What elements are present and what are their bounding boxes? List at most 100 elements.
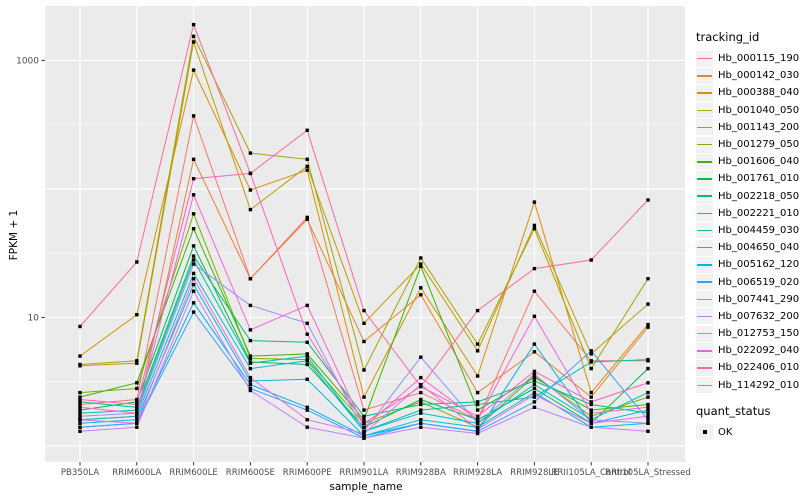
data-point (78, 402, 82, 407)
data-point (419, 384, 423, 389)
data-point (135, 411, 139, 415)
legend-item-label: Hb_001761_010 (718, 173, 800, 185)
y-tick-label: 10 (28, 313, 40, 323)
data-point (191, 193, 196, 197)
data-point (305, 405, 309, 409)
data-point (589, 366, 593, 371)
data-point (135, 400, 139, 404)
legend-item-label: Hb_007632_200 (718, 310, 800, 322)
data-point (589, 395, 593, 399)
data-point (362, 431, 366, 436)
data-point (135, 386, 139, 391)
data-point (135, 381, 139, 385)
data-point (362, 434, 366, 438)
data-point (646, 390, 650, 395)
data-point (589, 411, 593, 415)
legend-items-quant-status: OK (696, 424, 800, 441)
data-point (78, 414, 82, 418)
data-point (362, 429, 366, 433)
legend-title-tracking-id: tracking_id (696, 30, 760, 44)
data-point (362, 436, 366, 440)
data-point (248, 361, 253, 365)
data-point (305, 168, 309, 172)
data-point (475, 308, 480, 313)
data-point (646, 366, 650, 371)
legend-item-Hb_001040_050: Hb_001040_050 (696, 102, 800, 119)
data-point (191, 244, 196, 248)
data-point (362, 408, 366, 412)
data-point (475, 400, 480, 404)
data-point (589, 352, 593, 356)
legend-line-key-icon (696, 153, 713, 170)
data-point (532, 289, 537, 293)
legend-item-Hb_007632_200: Hb_007632_200 (696, 308, 800, 325)
data-point (589, 349, 593, 353)
data-point (191, 254, 196, 258)
legend-item-label: Hb_022406_010 (718, 362, 800, 374)
data-point (305, 217, 309, 221)
data-point (191, 301, 196, 305)
data-point (362, 414, 366, 418)
data-point (419, 408, 423, 412)
x-tick-label: RRIM928LE (510, 468, 559, 478)
data-point (248, 354, 253, 358)
legend-line-key-icon (696, 170, 713, 187)
x-tick-label: PB350LA (61, 468, 99, 478)
data-point (135, 421, 139, 425)
data-point (248, 188, 253, 192)
data-point (78, 405, 82, 409)
legend-item-label: Hb_022092_040 (718, 345, 800, 357)
legend-line-key-icon (696, 377, 713, 394)
data-point (248, 366, 253, 371)
data-point (419, 400, 423, 404)
legend-item-label: Hb_005162_120 (718, 259, 800, 271)
data-point (248, 379, 253, 383)
x-tick-label: RRIM600SE (226, 468, 275, 478)
legend-item-label: Hb_000142_030 (718, 70, 800, 82)
data-point (191, 114, 196, 118)
legend-item-label: Hb_001279_050 (718, 139, 800, 151)
data-point (419, 286, 423, 290)
data-point (305, 128, 309, 132)
data-point (78, 425, 82, 429)
series-layer (78, 22, 650, 440)
legend-item-Hb_005162_120: Hb_005162_120 (696, 256, 800, 273)
data-point (191, 22, 196, 27)
data-point (135, 313, 139, 317)
legend-line-key-icon (696, 342, 713, 359)
data-point (135, 397, 139, 402)
data-point (646, 395, 650, 399)
data-point (135, 418, 139, 422)
legend-line-key-icon (696, 222, 713, 239)
data-point (191, 262, 196, 266)
data-point (135, 414, 139, 418)
x-tick-label: RRIM928LA (453, 468, 502, 478)
data-point (362, 395, 366, 399)
data-point (78, 395, 82, 399)
data-point (135, 408, 139, 412)
data-point (78, 324, 82, 329)
data-point (646, 381, 650, 385)
legend-item-Hb_002218_050: Hb_002218_050 (696, 188, 800, 205)
data-point (191, 40, 196, 44)
data-point (532, 400, 537, 404)
legend-item-Hb_022092_040: Hb_022092_040 (696, 342, 800, 359)
data-point (191, 258, 196, 262)
legend-item-Hb_007441_290: Hb_007441_290 (696, 291, 800, 308)
data-point (532, 405, 537, 409)
data-point (532, 382, 537, 387)
data-point (646, 198, 650, 202)
x-tick-label: RRIM600LA (112, 468, 161, 478)
legend-item-Hb_114292_010: Hb_114292_010 (696, 377, 800, 394)
data-point (248, 375, 253, 380)
data-point (248, 338, 253, 343)
legend-line-key-icon (696, 325, 713, 342)
data-point (248, 151, 253, 155)
x-tick-label: RRIM928BA (396, 468, 446, 478)
data-point (305, 321, 309, 325)
data-point (305, 359, 309, 363)
legend-line-key-icon (696, 274, 713, 291)
legend-item-Hb_002221_010: Hb_002221_010 (696, 205, 800, 222)
